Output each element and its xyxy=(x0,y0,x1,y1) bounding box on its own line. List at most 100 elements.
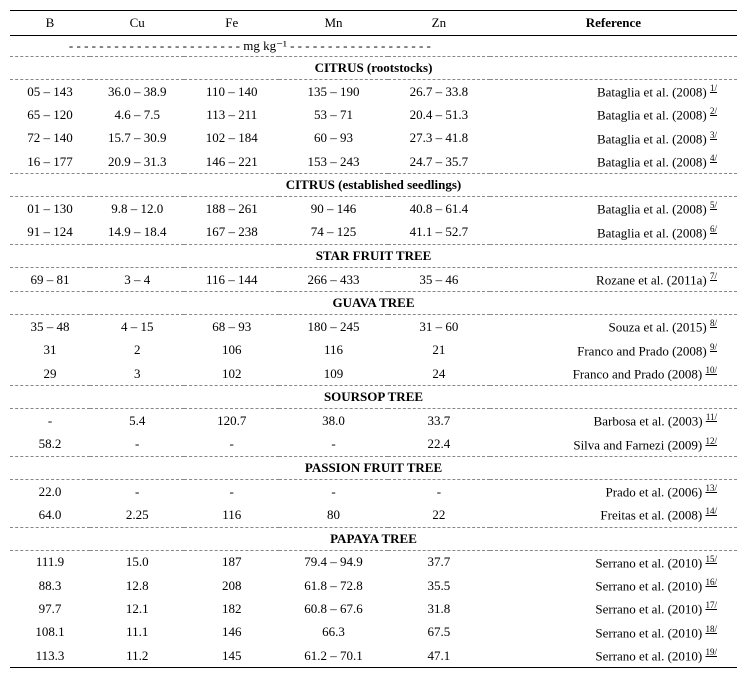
cell-b: 64.0 xyxy=(10,503,90,527)
cell-zn: 31 – 60 xyxy=(388,315,490,339)
cell-b: 05 – 143 xyxy=(10,80,90,104)
cell-fe: 120.7 xyxy=(184,409,279,433)
cell-ref: Bataglia et al. (2008) 1/ xyxy=(490,80,737,104)
cell-fe: 182 xyxy=(184,597,279,620)
cell-b: 88.3 xyxy=(10,574,90,597)
cell-ref: Freitas et al. (2008) 14/ xyxy=(490,503,737,527)
cell-zn: 40.8 – 61.4 xyxy=(388,197,490,221)
unit-row: - - - - - - - - - - - - - - - - - - - - … xyxy=(10,36,737,57)
cell-zn: 37.7 xyxy=(388,550,490,574)
table-row: 111.915.018779.4 – 94.937.7Serrano et al… xyxy=(10,550,737,574)
cell-b: 111.9 xyxy=(10,550,90,574)
cell-b: 113.3 xyxy=(10,644,90,668)
table-row: 72 – 14015.7 – 30.9102 – 18460 – 9327.3 … xyxy=(10,127,737,150)
cell-ref: Bataglia et al. (2008) 4/ xyxy=(490,150,737,174)
cell-cu: 5.4 xyxy=(90,409,185,433)
cell-fe: 110 – 140 xyxy=(184,80,279,104)
cell-ref: Serrano et al. (2010) 15/ xyxy=(490,550,737,574)
cell-cu: 2 xyxy=(90,339,185,362)
cell-fe: - xyxy=(184,433,279,457)
cell-zn: 33.7 xyxy=(388,409,490,433)
cell-cu: 2.25 xyxy=(90,503,185,527)
cell-b: 91 – 124 xyxy=(10,221,90,245)
table-row: 16 – 17720.9 – 31.3146 – 221153 – 24324.… xyxy=(10,150,737,174)
cell-zn: 24 xyxy=(388,362,490,386)
section-header: CITRUS (established seedlings) xyxy=(10,174,737,197)
cell-zn: 26.7 – 33.8 xyxy=(388,80,490,104)
cell-zn: 35.5 xyxy=(388,574,490,597)
table-row: 91 – 12414.9 – 18.4167 – 23874 – 12541.1… xyxy=(10,221,737,245)
cell-fe: 113 – 211 xyxy=(184,103,279,126)
cell-zn: 21 xyxy=(388,339,490,362)
table-row: 35 – 484 – 1568 – 93180 – 24531 – 60Souz… xyxy=(10,315,737,339)
section-title: PASSION FRUIT TREE xyxy=(10,456,737,479)
section-title: STAR FRUIT TREE xyxy=(10,244,737,267)
cell-mn: 61.8 – 72.8 xyxy=(279,574,388,597)
table-row: 31210611621Franco and Prado (2008) 9/ xyxy=(10,339,737,362)
section-title: SOURSOP TREE xyxy=(10,386,737,409)
cell-zn: 20.4 – 51.3 xyxy=(388,103,490,126)
cell-cu: 4 – 15 xyxy=(90,315,185,339)
section-header: STAR FRUIT TREE xyxy=(10,244,737,267)
cell-b: 01 – 130 xyxy=(10,197,90,221)
cell-b: 108.1 xyxy=(10,621,90,644)
cell-b: - xyxy=(10,409,90,433)
cell-ref: Rozane et al. (2011a) 7/ xyxy=(490,267,737,291)
cell-zn: 41.1 – 52.7 xyxy=(388,221,490,245)
section-header: CITRUS (rootstocks) xyxy=(10,57,737,80)
table-row: 113.311.214561.2 – 70.147.1Serrano et al… xyxy=(10,644,737,668)
micronutrient-table: B Cu Fe Mn Zn Reference - - - - - - - - … xyxy=(10,10,737,668)
cell-cu: 12.1 xyxy=(90,597,185,620)
cell-fe: 187 xyxy=(184,550,279,574)
cell-zn: 31.8 xyxy=(388,597,490,620)
cell-ref: Franco and Prado (2008) 10/ xyxy=(490,362,737,386)
cell-mn: 135 – 190 xyxy=(279,80,388,104)
cell-cu: 15.0 xyxy=(90,550,185,574)
cell-cu: 12.8 xyxy=(90,574,185,597)
cell-mn: - xyxy=(279,479,388,503)
section-title: PAPAYA TREE xyxy=(10,527,737,550)
cell-cu: 9.8 – 12.0 xyxy=(90,197,185,221)
table-row: 58.2---22.4Silva and Farnezi (2009) 12/ xyxy=(10,433,737,457)
cell-zn: 67.5 xyxy=(388,621,490,644)
cell-mn: 74 – 125 xyxy=(279,221,388,245)
table-row: 97.712.118260.8 – 67.631.8Serrano et al.… xyxy=(10,597,737,620)
cell-fe: 68 – 93 xyxy=(184,315,279,339)
table-row: 29310210924Franco and Prado (2008) 10/ xyxy=(10,362,737,386)
cell-ref: Bataglia et al. (2008) 5/ xyxy=(490,197,737,221)
cell-ref: Bataglia et al. (2008) 6/ xyxy=(490,221,737,245)
cell-b: 58.2 xyxy=(10,433,90,457)
cell-cu: 3 – 4 xyxy=(90,267,185,291)
cell-fe: 167 – 238 xyxy=(184,221,279,245)
cell-fe: 102 – 184 xyxy=(184,127,279,150)
cell-mn: 53 – 71 xyxy=(279,103,388,126)
cell-ref: Serrano et al. (2010) 19/ xyxy=(490,644,737,668)
cell-ref: Prado et al. (2006) 13/ xyxy=(490,479,737,503)
cell-cu: - xyxy=(90,479,185,503)
cell-b: 22.0 xyxy=(10,479,90,503)
cell-cu: 15.7 – 30.9 xyxy=(90,127,185,150)
table-row: 69 – 813 – 4116 – 144266 – 43335 – 46Roz… xyxy=(10,267,737,291)
table-row: 01 – 1309.8 – 12.0188 – 26190 – 14640.8 … xyxy=(10,197,737,221)
section-header: PAPAYA TREE xyxy=(10,527,737,550)
cell-fe: 102 xyxy=(184,362,279,386)
cell-b: 16 – 177 xyxy=(10,150,90,174)
cell-fe: 116 – 144 xyxy=(184,267,279,291)
col-fe: Fe xyxy=(184,11,279,36)
cell-b: 65 – 120 xyxy=(10,103,90,126)
cell-mn: 116 xyxy=(279,339,388,362)
cell-cu: 4.6 – 7.5 xyxy=(90,103,185,126)
cell-fe: 208 xyxy=(184,574,279,597)
cell-mn: 80 xyxy=(279,503,388,527)
table-row: 22.0----Prado et al. (2006) 13/ xyxy=(10,479,737,503)
section-header: SOURSOP TREE xyxy=(10,386,737,409)
table-row: 64.02.251168022Freitas et al. (2008) 14/ xyxy=(10,503,737,527)
table-row: 88.312.820861.8 – 72.835.5Serrano et al.… xyxy=(10,574,737,597)
col-ref: Reference xyxy=(490,11,737,36)
col-mn: Mn xyxy=(279,11,388,36)
table-body: - - - - - - - - - - - - - - - - - - - - … xyxy=(10,36,737,668)
table-row: 108.111.114666.367.5Serrano et al. (2010… xyxy=(10,621,737,644)
cell-mn: 266 – 433 xyxy=(279,267,388,291)
table-row: -5.4120.738.033.7Barbosa et al. (2003) 1… xyxy=(10,409,737,433)
cell-b: 29 xyxy=(10,362,90,386)
